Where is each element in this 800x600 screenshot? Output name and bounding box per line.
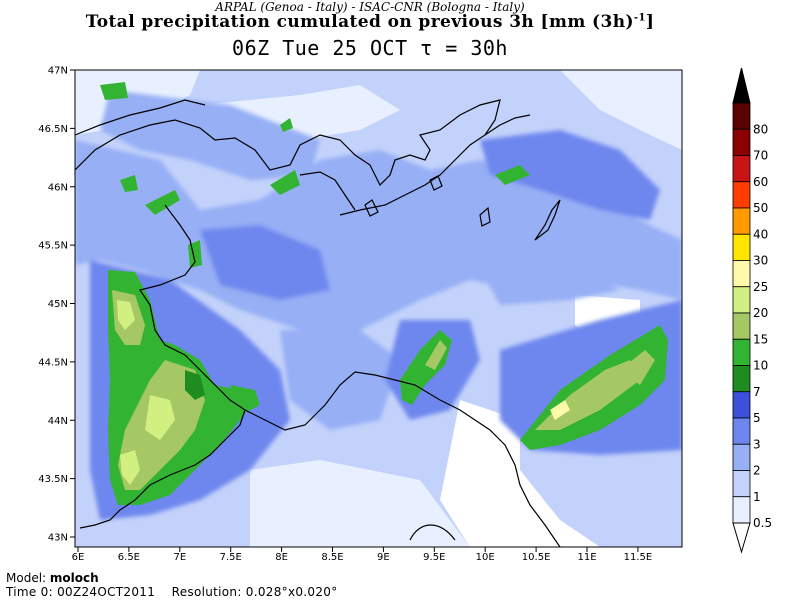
lat-label: 43N	[48, 533, 68, 544]
colorbar-swatch	[732, 102, 751, 130]
colorbar-label: 3	[753, 437, 761, 451]
colorbar-label: 2	[753, 464, 761, 478]
lon-label: 7.5E	[220, 552, 242, 563]
colorbar-label: 40	[753, 227, 768, 241]
colorbar-swatch	[732, 338, 751, 366]
lat-label: 45N	[48, 299, 68, 310]
map-title-exponent: -1	[633, 12, 646, 24]
lon-label: 7E	[173, 552, 186, 563]
colorbar-swatch	[732, 417, 751, 445]
colorbar-swatch	[732, 496, 751, 524]
lon-label: 6E	[72, 552, 85, 563]
time-label: Time 0:	[6, 585, 53, 599]
colorbar-swatch	[732, 260, 751, 288]
colorbar-label: 60	[753, 175, 768, 189]
lon-label: 11.5E	[624, 552, 653, 563]
footer-time: Time 0: 00Z24OCT2011 Resolution: 0.028°x…	[6, 585, 338, 599]
colorbar-label: 20	[753, 306, 768, 320]
colorbar-swatch	[732, 312, 751, 340]
lat-label: 47N	[48, 66, 68, 77]
colorbar-swatch	[732, 155, 751, 183]
coastlines	[75, 99, 561, 547]
time-value: 00Z24OCT2011	[57, 585, 156, 599]
colorbar-label: 25	[753, 280, 768, 294]
lon-label: 9E	[377, 552, 390, 563]
model-value: moloch	[49, 571, 99, 585]
model-label: Model:	[6, 571, 47, 585]
lat-label: 45.5N	[38, 241, 68, 252]
map-frame	[74, 69, 683, 548]
colorbar-label: 80	[753, 122, 768, 136]
colorbar-label: 5	[753, 411, 761, 425]
colorbar: 80 70 60 50 40 30 25 20 15 10 7 5 3 2 1 0.5	[732, 67, 772, 554]
lat-label: 44N	[48, 416, 68, 427]
colorbar-label: 0.5	[753, 516, 772, 530]
lat-label: 44.5N	[38, 357, 68, 368]
lon-label: 10E	[476, 552, 495, 563]
latitude-axis: 47N 46.5N 46N 45.5N 45N 44.5N 44N 43.5N 43N	[38, 66, 75, 544]
lon-label: 10.5E	[522, 552, 551, 563]
colorbar-swatch	[732, 128, 751, 156]
colorbar-min-arrow	[732, 522, 751, 554]
lon-label: 8E	[275, 552, 288, 563]
map-title: Total precipitation cumulated on previou…	[0, 12, 740, 32]
resolution-label: Resolution:	[171, 585, 242, 599]
colorbar-label: 15	[753, 332, 768, 346]
footer-model: Model: moloch	[6, 571, 99, 585]
colorbar-swatch	[732, 233, 751, 261]
colorbar-label: 7	[753, 385, 761, 399]
colorbar-swatch	[732, 470, 751, 498]
lat-label: 46N	[48, 182, 68, 193]
colorbar-swatch	[732, 391, 751, 419]
map-title-text: Total precipitation cumulated on previou…	[85, 12, 634, 32]
precipitation-field	[75, 70, 682, 547]
lon-label: 9.5E	[423, 552, 445, 563]
map-subtitle: 06Z Tue 25 OCT τ = 30h	[232, 36, 508, 60]
colorbar-swatch	[732, 207, 751, 235]
credits-line: ARPAL (Genoa - Italy) - ISAC-CNR (Bologn…	[215, 0, 525, 14]
colorbar-label: 1	[753, 490, 761, 504]
colorbar-swatch	[732, 286, 751, 314]
resolution-value: 0.028°x0.020°	[245, 585, 338, 599]
colorbar-swatch	[732, 365, 751, 393]
lat-label: 46.5N	[38, 124, 68, 135]
longitude-axis: 6E 6.5E 7E 7.5E 8E 8.5E 9E 9.5E 10E 10.5E 11E 11.5E	[72, 547, 653, 563]
colorbar-label: 10	[753, 359, 768, 373]
lat-label: 43.5N	[38, 474, 68, 485]
colorbar-swatch	[732, 443, 751, 471]
colorbar-max-arrow	[732, 67, 751, 104]
colorbar-swatch	[732, 181, 751, 209]
lon-label: 11E	[577, 552, 596, 563]
lon-label: 6.5E	[118, 552, 140, 563]
colorbar-label: 50	[753, 201, 768, 215]
map-title-end: ]	[645, 12, 655, 32]
colorbar-label: 70	[753, 149, 768, 163]
colorbar-label: 30	[753, 254, 768, 268]
lon-label: 8.5E	[321, 552, 343, 563]
